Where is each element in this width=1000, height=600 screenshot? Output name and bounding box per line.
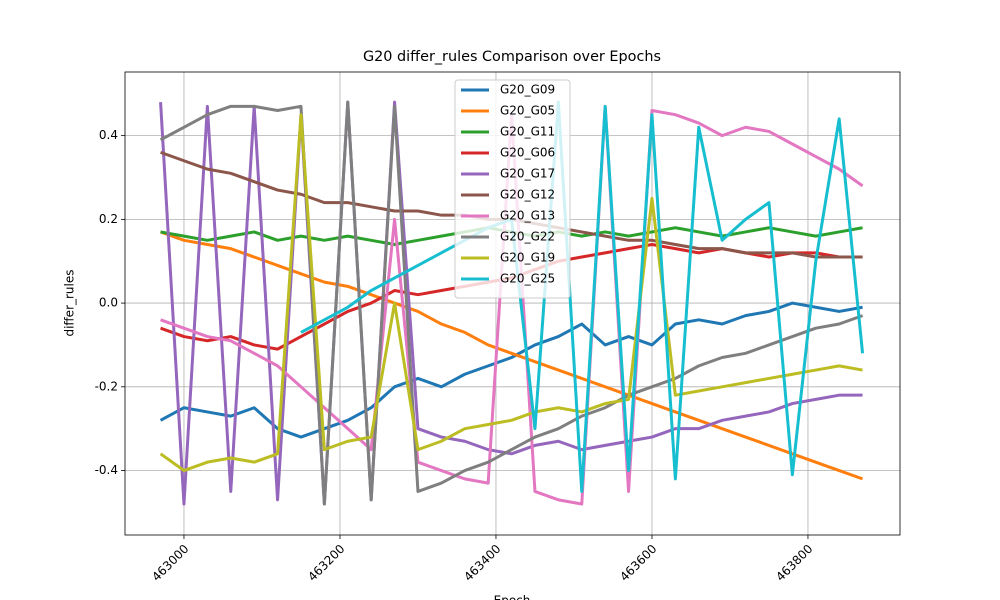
line-series [159, 100, 864, 506]
y-tick-label: -0.2 [95, 379, 118, 393]
line-series [159, 113, 863, 473]
legend-label: G20_G13 [500, 209, 555, 223]
legend-label: G20_G09 [500, 83, 555, 97]
x-tick-label: 463600 [617, 542, 659, 584]
x-tick-label: 463800 [773, 542, 815, 584]
line-series [159, 301, 863, 439]
legend-label: G20_G17 [500, 167, 555, 181]
legend-label: G20_G11 [500, 125, 555, 139]
legend-label: G20_G19 [500, 251, 555, 265]
y-tick-label: 0.4 [99, 128, 118, 142]
x-tick-label: 463400 [461, 542, 503, 584]
legend-box [454, 79, 571, 299]
plot-frame [124, 71, 901, 536]
y-tick-label: 0.0 [99, 296, 118, 310]
x-tick-label: 463000 [149, 542, 191, 584]
line-series [160, 230, 864, 481]
legend-label: G20_G25 [500, 272, 555, 286]
legend-label: G20_G06 [500, 146, 555, 160]
line-series [300, 100, 865, 493]
line-series [159, 100, 863, 506]
y-tick-label: -0.4 [95, 463, 118, 477]
x-axis-label: Epoch [494, 594, 531, 600]
legend: G20_G09 G20_G05 G20_G11 G20_G06 G20_G17 G20_G… [454, 79, 571, 299]
y-axis-label: differ_rules [63, 269, 77, 336]
legend-label: G20_G22 [500, 230, 555, 244]
legend-label: G20_G05 [500, 104, 555, 118]
x-tick-label: 463200 [305, 542, 347, 584]
chart-title: G20 differ_rules Comparison over Epochs [363, 49, 661, 65]
legend-label: G20_G12 [500, 188, 555, 202]
y-tick-label: 0.2 [99, 212, 118, 226]
